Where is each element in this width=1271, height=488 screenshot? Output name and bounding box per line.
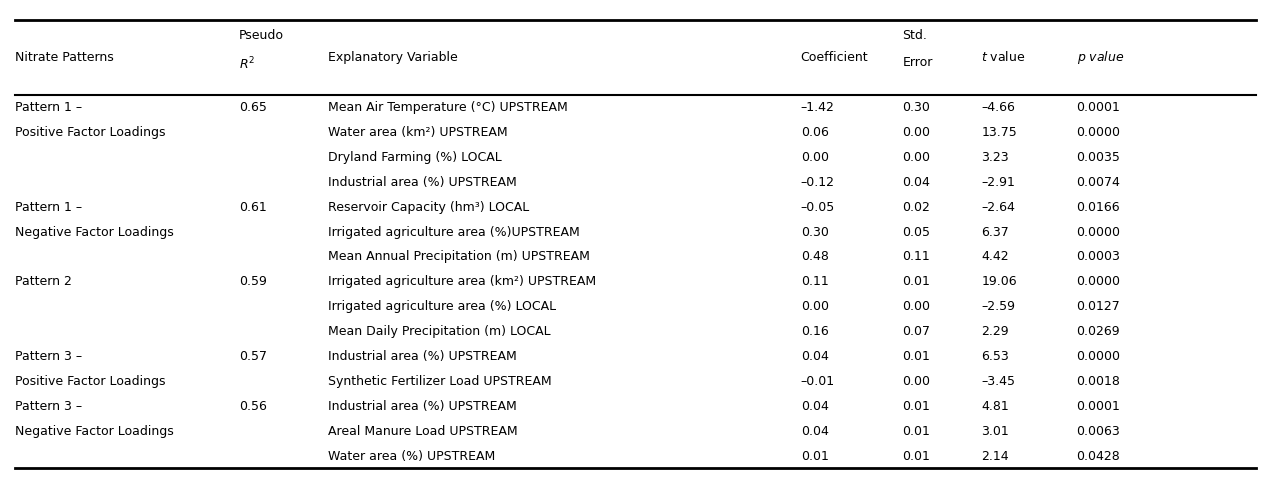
Text: 0.00: 0.00 [902, 151, 930, 164]
Text: 0.0000: 0.0000 [1077, 126, 1121, 139]
Text: Positive Factor Loadings: Positive Factor Loadings [15, 126, 165, 139]
Text: 0.01: 0.01 [801, 449, 829, 463]
Text: Water area (%) UPSTREAM: Water area (%) UPSTREAM [328, 449, 496, 463]
Text: Pattern 3 –: Pattern 3 – [15, 350, 83, 363]
Text: 0.0000: 0.0000 [1077, 225, 1121, 239]
Text: 0.11: 0.11 [801, 275, 829, 288]
Text: Pattern 3 –: Pattern 3 – [15, 400, 83, 413]
Text: Industrial area (%) UPSTREAM: Industrial area (%) UPSTREAM [328, 400, 517, 413]
Text: Explanatory Variable: Explanatory Variable [328, 51, 458, 64]
Text: 0.11: 0.11 [902, 250, 930, 264]
Text: Industrial area (%) UPSTREAM: Industrial area (%) UPSTREAM [328, 176, 517, 189]
Text: –3.45: –3.45 [981, 375, 1016, 388]
Text: Irrigated agriculture area (%)UPSTREAM: Irrigated agriculture area (%)UPSTREAM [328, 225, 580, 239]
Text: 6.53: 6.53 [981, 350, 1009, 363]
Text: 3.23: 3.23 [981, 151, 1009, 164]
Text: Water area (km²) UPSTREAM: Water area (km²) UPSTREAM [328, 126, 507, 139]
Text: 0.00: 0.00 [902, 300, 930, 313]
Text: Areal Manure Load UPSTREAM: Areal Manure Load UPSTREAM [328, 425, 517, 438]
Text: 19.06: 19.06 [981, 275, 1017, 288]
Text: 0.0063: 0.0063 [1077, 425, 1120, 438]
Text: 0.06: 0.06 [801, 126, 829, 139]
Text: 0.0127: 0.0127 [1077, 300, 1120, 313]
Text: 0.07: 0.07 [902, 325, 930, 338]
Text: 0.61: 0.61 [239, 201, 267, 214]
Text: 0.01: 0.01 [902, 275, 930, 288]
Text: Industrial area (%) UPSTREAM: Industrial area (%) UPSTREAM [328, 350, 517, 363]
Text: 0.0001: 0.0001 [1077, 400, 1121, 413]
Text: 0.0074: 0.0074 [1077, 176, 1121, 189]
Text: 0.0003: 0.0003 [1077, 250, 1121, 264]
Text: –2.64: –2.64 [981, 201, 1016, 214]
Text: –0.12: –0.12 [801, 176, 835, 189]
Text: 0.00: 0.00 [801, 300, 829, 313]
Text: Synthetic Fertilizer Load UPSTREAM: Synthetic Fertilizer Load UPSTREAM [328, 375, 552, 388]
Text: 4.81: 4.81 [981, 400, 1009, 413]
Text: Std.: Std. [902, 29, 928, 42]
Text: 0.59: 0.59 [239, 275, 267, 288]
Text: 0.16: 0.16 [801, 325, 829, 338]
Text: 0.0166: 0.0166 [1077, 201, 1120, 214]
Text: Coefficient: Coefficient [801, 51, 868, 64]
Text: –0.01: –0.01 [801, 375, 835, 388]
Text: Reservoir Capacity (hm³) LOCAL: Reservoir Capacity (hm³) LOCAL [328, 201, 529, 214]
Text: 4.42: 4.42 [981, 250, 1009, 264]
Text: –1.42: –1.42 [801, 101, 835, 114]
Text: Dryland Farming (%) LOCAL: Dryland Farming (%) LOCAL [328, 151, 502, 164]
Text: –2.91: –2.91 [981, 176, 1016, 189]
Text: 0.00: 0.00 [902, 375, 930, 388]
Text: –0.05: –0.05 [801, 201, 835, 214]
Text: 2.14: 2.14 [981, 449, 1009, 463]
Text: 0.0000: 0.0000 [1077, 275, 1121, 288]
Text: 0.04: 0.04 [801, 400, 829, 413]
Text: –2.59: –2.59 [981, 300, 1016, 313]
Text: $t$ value: $t$ value [981, 50, 1026, 64]
Text: 0.48: 0.48 [801, 250, 829, 264]
Text: 0.56: 0.56 [239, 400, 267, 413]
Text: 0.01: 0.01 [902, 425, 930, 438]
Text: Pattern 1 –: Pattern 1 – [15, 201, 83, 214]
Text: 0.01: 0.01 [902, 449, 930, 463]
Text: Pseudo: Pseudo [239, 29, 283, 42]
Text: Mean Daily Precipitation (m) LOCAL: Mean Daily Precipitation (m) LOCAL [328, 325, 550, 338]
Text: Negative Factor Loadings: Negative Factor Loadings [15, 225, 174, 239]
Text: 0.0035: 0.0035 [1077, 151, 1121, 164]
Text: 0.01: 0.01 [902, 350, 930, 363]
Text: $p$ value: $p$ value [1077, 49, 1124, 66]
Text: Mean Annual Precipitation (m) UPSTREAM: Mean Annual Precipitation (m) UPSTREAM [328, 250, 590, 264]
Text: 0.30: 0.30 [801, 225, 829, 239]
Text: 0.04: 0.04 [801, 350, 829, 363]
Text: 13.75: 13.75 [981, 126, 1017, 139]
Text: –4.66: –4.66 [981, 101, 1016, 114]
Text: 0.04: 0.04 [902, 176, 930, 189]
Text: 0.00: 0.00 [801, 151, 829, 164]
Text: 0.0269: 0.0269 [1077, 325, 1120, 338]
Text: Mean Air Temperature (°C) UPSTREAM: Mean Air Temperature (°C) UPSTREAM [328, 101, 568, 114]
Text: Positive Factor Loadings: Positive Factor Loadings [15, 375, 165, 388]
Text: 0.0001: 0.0001 [1077, 101, 1121, 114]
Text: 0.65: 0.65 [239, 101, 267, 114]
Text: 3.01: 3.01 [981, 425, 1009, 438]
Text: Error: Error [902, 56, 933, 69]
Text: Nitrate Patterns: Nitrate Patterns [15, 51, 114, 64]
Text: Irrigated agriculture area (%) LOCAL: Irrigated agriculture area (%) LOCAL [328, 300, 555, 313]
Text: 0.0000: 0.0000 [1077, 350, 1121, 363]
Text: $R^2$: $R^2$ [239, 56, 255, 73]
Text: 0.30: 0.30 [902, 101, 930, 114]
Text: 0.0018: 0.0018 [1077, 375, 1121, 388]
Text: 0.00: 0.00 [902, 126, 930, 139]
Text: 0.0428: 0.0428 [1077, 449, 1120, 463]
Text: Irrigated agriculture area (km²) UPSTREAM: Irrigated agriculture area (km²) UPSTREA… [328, 275, 596, 288]
Text: 0.57: 0.57 [239, 350, 267, 363]
Text: Pattern 2: Pattern 2 [15, 275, 72, 288]
Text: 6.37: 6.37 [981, 225, 1009, 239]
Text: 2.29: 2.29 [981, 325, 1009, 338]
Text: 0.02: 0.02 [902, 201, 930, 214]
Text: Negative Factor Loadings: Negative Factor Loadings [15, 425, 174, 438]
Text: 0.01: 0.01 [902, 400, 930, 413]
Text: Pattern 1 –: Pattern 1 – [15, 101, 83, 114]
Text: 0.05: 0.05 [902, 225, 930, 239]
Text: 0.04: 0.04 [801, 425, 829, 438]
